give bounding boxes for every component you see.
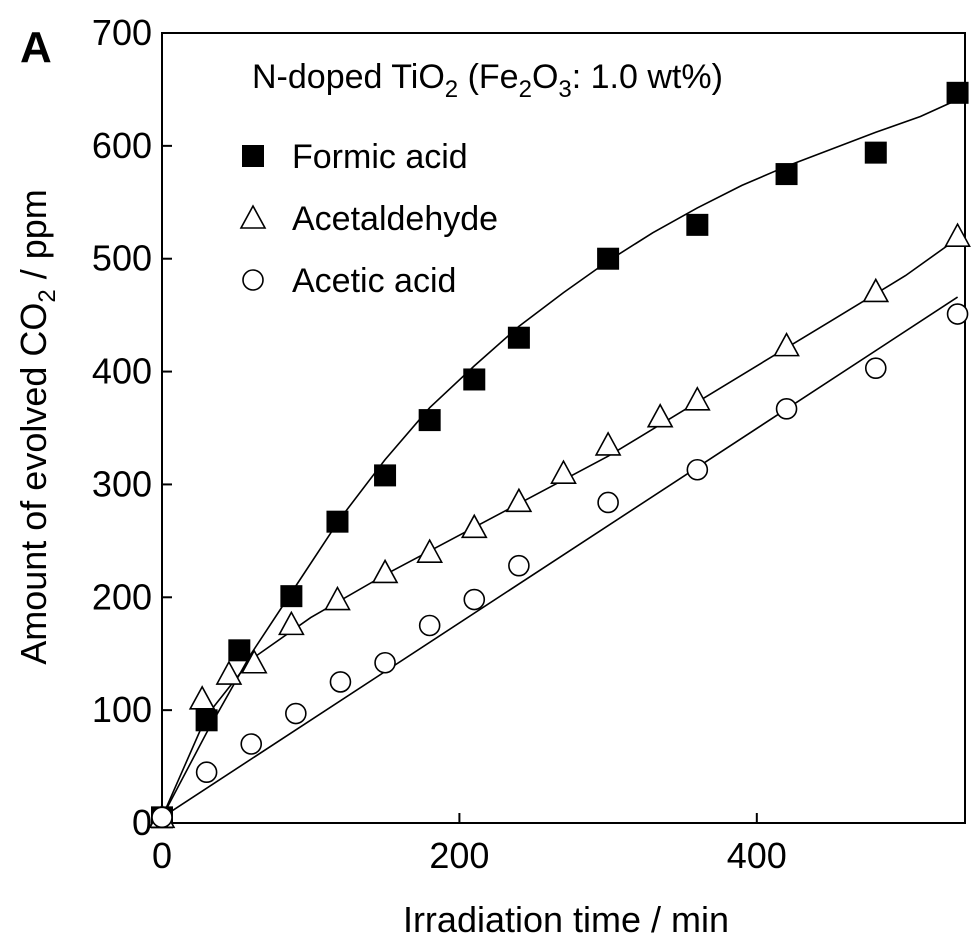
- point-formic-acid: [228, 639, 251, 662]
- point-acetic-acid: [151, 806, 173, 829]
- panel-letter: A: [20, 23, 52, 72]
- chart-annotation: N-doped TiO2 (Fe2O3: 1.0 wt%): [252, 58, 723, 103]
- plot-frame: [161, 32, 966, 824]
- point-acetic-acid: [329, 671, 352, 693]
- legend-marker-formic-acid: [242, 145, 264, 167]
- annot-sub-2: 2: [519, 76, 532, 103]
- point-acetic-acid: [946, 303, 969, 325]
- legend-marker-acetaldehyde: [239, 204, 267, 229]
- point-acetic-acid: [285, 702, 307, 725]
- fit-line-formic-acid: [161, 98, 958, 818]
- y-tick-label: 500: [92, 238, 152, 279]
- point-formic-acid: [507, 326, 530, 349]
- point-formic-acid: [280, 585, 303, 608]
- ylabel-sub: 2: [34, 289, 61, 302]
- annot-sub-3: 3: [558, 76, 571, 103]
- point-acetaldehyde: [646, 403, 674, 428]
- annot-sub-1: 2: [445, 76, 458, 103]
- point-acetic-acid: [374, 651, 396, 674]
- point-acetic-acid: [864, 357, 887, 379]
- legend-label-acetaldehyde: Acetaldehyde: [292, 200, 498, 238]
- point-acetaldehyde: [594, 431, 622, 456]
- y-tick-label: 400: [92, 351, 152, 392]
- legend: Formic acid Acetaldehyde Acetic acid: [239, 138, 498, 300]
- point-acetaldehyde: [278, 610, 305, 636]
- legend-label-formic-acid: Formic acid: [292, 138, 468, 176]
- point-acetaldehyde: [683, 386, 711, 411]
- point-formic-acid: [946, 81, 969, 104]
- y-tick-label: 100: [92, 689, 152, 730]
- point-acetic-acid: [463, 588, 486, 611]
- ylabel-prefix: Amount of evolved CO: [13, 303, 54, 665]
- point-acetaldehyde: [324, 585, 351, 611]
- point-acetaldehyde: [944, 222, 971, 247]
- point-formic-acid: [374, 464, 397, 487]
- ylabel-suffix: / ppm: [13, 189, 54, 289]
- annot-mid: O: [532, 58, 558, 96]
- x-tick-label: 0: [152, 835, 172, 876]
- point-acetaldehyde: [188, 685, 216, 710]
- x-axis-label: Irradiation time / min: [403, 899, 729, 940]
- point-acetaldehyde: [505, 487, 533, 513]
- y-tick-label: 700: [92, 12, 152, 53]
- y-axis-label: Amount of evolved CO2 / ppm: [13, 189, 61, 665]
- fit-line-acetaldehyde: [161, 237, 959, 818]
- point-acetaldehyde: [550, 459, 577, 484]
- data-points: [148, 81, 971, 829]
- point-acetaldehyde: [215, 660, 243, 685]
- point-formic-acid: [418, 409, 441, 432]
- point-acetic-acid: [686, 458, 709, 481]
- legend-marker-acetic-acid: [242, 269, 264, 291]
- y-tick-label: 200: [92, 576, 152, 617]
- point-acetic-acid: [775, 398, 798, 420]
- point-acetaldehyde: [371, 558, 399, 584]
- y-tick-label: 300: [92, 463, 152, 504]
- point-formic-acid: [686, 213, 709, 236]
- x-tick-label: 200: [429, 835, 489, 876]
- annot-prefix: N-doped TiO: [252, 58, 445, 96]
- point-formic-acid: [326, 510, 349, 533]
- point-acetaldehyde: [460, 513, 488, 539]
- annot-open: (Fe: [458, 58, 518, 96]
- point-formic-acid: [597, 247, 620, 270]
- annot-suffix: : 1.0 wt%): [572, 58, 723, 96]
- fit-curves: [161, 98, 959, 819]
- x-tick-label: 400: [727, 835, 787, 876]
- point-acetaldehyde: [773, 331, 800, 357]
- point-acetaldehyde: [862, 277, 890, 303]
- point-acetic-acid: [508, 554, 530, 577]
- point-acetic-acid: [195, 761, 218, 784]
- axes: 0 200 400 0 100 200 300 400 500 600 700: [92, 12, 966, 876]
- point-formic-acid: [195, 709, 218, 732]
- point-acetic-acid: [597, 491, 619, 514]
- y-tick-label: 0: [132, 802, 152, 843]
- legend-label-acetic-acid: Acetic acid: [292, 262, 456, 300]
- point-acetaldehyde: [416, 538, 444, 563]
- point-acetic-acid: [418, 614, 441, 637]
- point-acetaldehyde: [240, 649, 268, 674]
- point-formic-acid: [463, 368, 486, 391]
- y-tick-label: 600: [92, 125, 152, 166]
- point-formic-acid: [864, 141, 887, 164]
- fit-line-acetic-acid: [161, 296, 959, 819]
- point-formic-acid: [775, 163, 798, 186]
- point-acetic-acid: [240, 733, 263, 755]
